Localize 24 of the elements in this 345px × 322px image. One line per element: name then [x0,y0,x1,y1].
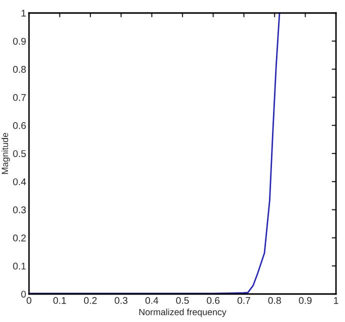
y-tick-label: 0.6 [13,122,26,130]
x-tick-label: 0 [26,297,32,304]
y-tick-label: 0.8 [13,66,26,73]
x-axis-title: Normalized frequency [139,308,226,318]
x-tick-label: 0.7 [238,297,250,304]
x-tick-label: 0.2 [84,297,97,304]
y-tick-label: 0 [21,290,26,298]
x-tick-label: 0.6 [206,297,220,304]
x-tick-label: 0.5 [176,297,189,304]
y-tick-label: 0.2 [13,234,26,242]
x-tick-label: 0.9 [298,297,312,304]
x-tick-label: 0.8 [268,297,281,304]
x-tick-label: 0.4 [145,297,158,304]
x-tick-label: 0.1 [53,297,66,304]
y-tick-label: 0.7 [13,94,26,101]
y-tick-label: 0.9 [13,38,26,45]
y-tick-label: 0.1 [13,262,26,270]
x-tick-label: 0.3 [114,297,128,304]
y-tick-label: 1 [22,10,26,17]
y-axis-title: Magnitude [2,132,10,174]
y-tick-label: 0.5 [13,150,26,158]
y-tick-label: 0.4 [13,178,26,186]
y-tick-label: 0.3 [13,206,26,214]
x-tick-label: 1 [334,297,338,304]
